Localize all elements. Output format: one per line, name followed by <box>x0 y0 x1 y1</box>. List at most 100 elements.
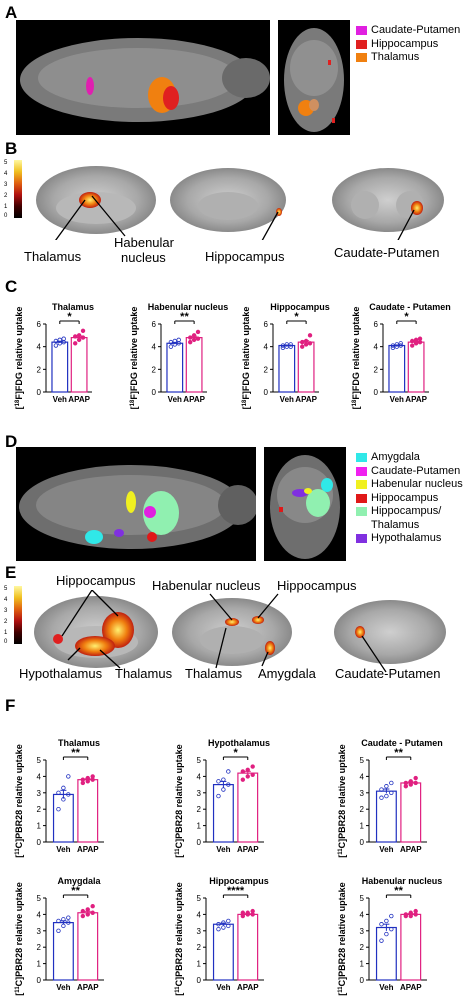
label-hypothalamus-e: Hypothalamus <box>19 666 103 681</box>
y-tick-label: 4 <box>37 343 42 352</box>
data-point <box>56 806 61 812</box>
y-tick-label: 0 <box>264 388 269 397</box>
x-tick-label: APAP <box>68 395 90 404</box>
legend-swatch <box>356 480 367 490</box>
data-point <box>61 785 66 791</box>
bar-apap <box>400 913 422 981</box>
label-hippocampus-left-e: Hippocampus <box>56 573 136 588</box>
data-point <box>56 918 61 924</box>
y-tick-label: 4 <box>152 343 157 352</box>
y-tick-label: 2 <box>37 805 42 814</box>
y-tick-label: 3 <box>197 927 202 936</box>
data-point <box>384 918 389 924</box>
chart-title: Thalamus <box>58 738 100 748</box>
data-point <box>53 343 59 348</box>
y-tick-label: 1 <box>37 822 42 831</box>
legend-swatch <box>356 493 367 503</box>
chart-title: Hippocampus <box>270 302 330 312</box>
bar-veh <box>278 344 296 393</box>
data-point <box>85 775 90 781</box>
data-point <box>245 774 250 779</box>
bar-veh <box>166 342 184 393</box>
colorbar-tick: 5 <box>4 160 8 166</box>
x-tick-label: Veh <box>280 395 294 404</box>
significance-marker: ** <box>71 885 80 897</box>
data-point <box>80 908 86 914</box>
data-point <box>288 342 293 347</box>
y-tick-label: 4 <box>264 343 269 352</box>
data-point <box>168 344 174 349</box>
y-tick-label: 6 <box>152 320 157 329</box>
legend-item: Amygdala <box>356 451 463 465</box>
x-tick-label: Veh <box>56 845 70 854</box>
data-point <box>379 795 384 800</box>
significance-marker: * <box>233 747 238 759</box>
data-point <box>240 777 246 782</box>
data-point <box>280 343 286 348</box>
data-point <box>384 931 389 937</box>
bar-apap <box>70 336 88 393</box>
data-point <box>413 337 419 343</box>
y-tick-label: 1 <box>197 960 202 969</box>
data-point <box>56 790 61 795</box>
legend-item: Thalamus <box>356 519 463 533</box>
data-point <box>379 922 384 927</box>
label-amygdala-e: Amygdala <box>258 666 316 681</box>
data-point <box>394 344 399 349</box>
legend-label: Thalamus <box>371 51 420 63</box>
y-axis-label: [11C]PBR28 relative uptake <box>174 744 184 857</box>
data-point <box>76 337 82 343</box>
legend-label: Hippocampus <box>371 37 439 50</box>
y-tick-label: 2 <box>152 365 157 374</box>
y-tick-label: 2 <box>374 365 379 374</box>
data-point <box>390 343 396 348</box>
panel-letter-f: F <box>5 696 16 715</box>
legend-label: Caudate-Putamen <box>371 464 461 477</box>
data-point <box>80 913 86 919</box>
data-point <box>221 787 226 792</box>
data-point <box>85 912 90 917</box>
x-tick-label: Veh <box>379 845 393 854</box>
data-point <box>61 797 66 802</box>
x-tick-label: APAP <box>77 983 99 992</box>
bar-veh <box>375 790 397 843</box>
y-axis-label: [18F]FDG relative uptake <box>129 307 139 410</box>
significance-marker: ** <box>71 747 80 759</box>
bar-chart: Amygdala [11C]PBR28 relative uptake 0 1 2 3 4 5… <box>14 876 104 996</box>
axial-brain-image-a <box>278 20 350 135</box>
data-point <box>226 918 231 924</box>
y-tick-label: 4 <box>37 910 42 919</box>
legend-label: Caudate-Putamen <box>371 24 461 36</box>
chart-title: Habenular nucleus <box>148 302 229 312</box>
data-point <box>288 344 293 349</box>
chart-title: Hypothalamus <box>208 738 270 748</box>
bar-veh <box>51 341 69 393</box>
y-tick-label: 4 <box>197 910 202 919</box>
significance-marker: **** <box>227 885 245 897</box>
data-point <box>172 338 177 344</box>
data-point <box>216 793 221 799</box>
bar-chart: Hypothalamus [11C]PBR28 relative uptake 0 1… <box>174 738 270 858</box>
x-tick-label: APAP <box>295 395 317 404</box>
data-point <box>80 328 86 333</box>
data-point <box>85 907 90 912</box>
y-tick-label: 1 <box>360 960 365 969</box>
bar-apap <box>77 779 99 843</box>
y-tick-label: 0 <box>37 976 42 985</box>
label-hippocampus-b: Hippocampus <box>205 249 285 264</box>
chart-title: Habenular nucleus <box>362 876 443 886</box>
data-point <box>410 338 415 344</box>
bar-chart: Caudate - Putamen [11C]PBR28 relative upt… <box>337 738 443 858</box>
y-tick-label: 5 <box>197 894 202 903</box>
axial-brain-image-d <box>264 447 346 561</box>
x-tick-label: APAP <box>405 395 427 404</box>
panel-letter-d: D <box>5 432 18 451</box>
data-point <box>398 341 403 346</box>
data-point <box>80 335 86 340</box>
legend-item: Hippocampus <box>356 492 463 506</box>
y-axis-label: [18F]FDG relative uptake <box>14 307 24 410</box>
bar-veh <box>375 926 397 981</box>
colorbar-tick: 3 <box>4 182 8 188</box>
data-point <box>76 333 82 338</box>
